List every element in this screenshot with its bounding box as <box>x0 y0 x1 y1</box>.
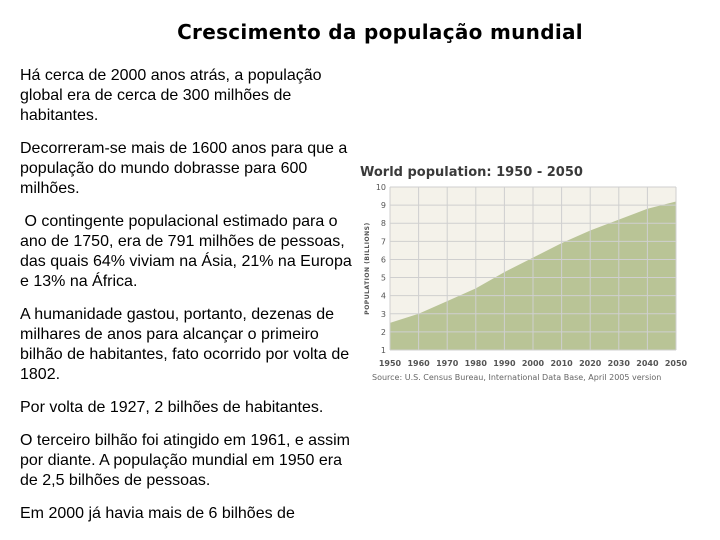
y-axis-ticks: 1 2 3 4 5 6 7 8 9 10 <box>376 183 386 355</box>
y-tick-label-0: 1 <box>381 346 386 355</box>
body-text: Há cerca de 2000 anos atrás, a população… <box>20 66 352 537</box>
x-tick-label-4: 1990 <box>493 359 516 368</box>
paragraph-7: Em 2000 já havia mais de 6 bilhões de <box>20 505 295 522</box>
paragraph-5: Por volta de 1927, 2 bilhões de habitant… <box>20 399 324 416</box>
paragraph-2: Decorreram-se mais de 1600 anos para que… <box>20 140 348 197</box>
y-tick-label-3: 4 <box>381 292 386 301</box>
paragraph-1: Há cerca de 2000 anos atrás, a população… <box>20 67 322 124</box>
y-tick-label-8: 9 <box>381 201 386 210</box>
source-note: Source: U.S. Census Bureau, Internationa… <box>372 373 661 382</box>
y-tick-label-4: 5 <box>381 274 386 283</box>
y-axis-label: POPULATION (BILLIONS) <box>364 222 371 314</box>
paragraph-4: A humanidade gastou, portanto, dezenas d… <box>20 306 350 383</box>
y-tick-label-9: 10 <box>376 183 386 192</box>
x-axis-ticks: 1950 1960 1970 1980 1990 2000 2010 2020 2030 2040… <box>379 359 688 368</box>
x-tick-label-2: 1970 <box>436 359 459 368</box>
slide-title: Crescimento da população mundial <box>177 20 583 44</box>
x-tick-label-10: 2050 <box>665 359 688 368</box>
y-tick-label-5: 6 <box>381 255 386 264</box>
paragraph-6: O terceiro bilhão foi atingido em 1961, … <box>20 432 350 489</box>
chart-title: World population: 1950 - 2050 <box>360 165 583 180</box>
x-tick-label-8: 2030 <box>608 359 631 368</box>
paragraph-3: O contingente populacional estimado para… <box>20 213 357 290</box>
x-tick-label-6: 2010 <box>550 359 573 368</box>
x-tick-label-1: 1960 <box>407 359 430 368</box>
y-tick-label-6: 7 <box>381 237 386 246</box>
x-tick-label-7: 2020 <box>579 359 602 368</box>
y-tick-label-1: 2 <box>381 328 386 337</box>
x-tick-label-5: 2000 <box>522 359 545 368</box>
x-tick-label-9: 2040 <box>636 359 659 368</box>
x-tick-label-3: 1980 <box>465 359 488 368</box>
y-tick-label-2: 3 <box>381 310 386 319</box>
grid <box>389 186 677 351</box>
chart-svg: World population: 1950 - 2050 1234567891… <box>360 165 688 382</box>
x-tick-label-0: 1950 <box>379 359 402 368</box>
y-tick-label-7: 8 <box>381 219 386 228</box>
